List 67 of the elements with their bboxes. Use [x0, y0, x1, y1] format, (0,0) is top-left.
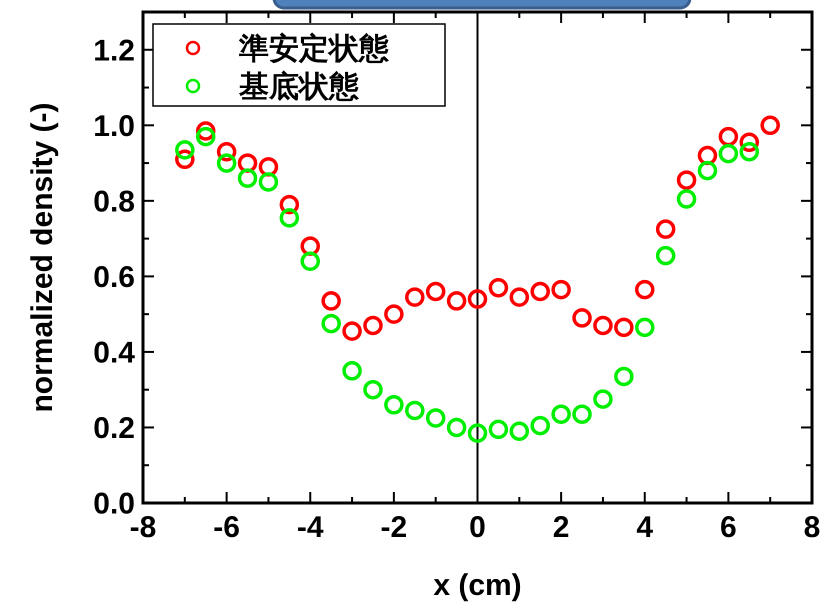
point: [321, 314, 341, 334]
point: [718, 144, 738, 164]
point: [656, 219, 676, 239]
point: [635, 280, 654, 300]
y-tick-label: 0.4: [93, 336, 136, 370]
x-tick-label: -4: [296, 511, 324, 544]
point: [446, 291, 466, 311]
point: [718, 126, 738, 146]
point: [510, 287, 530, 307]
point: [258, 172, 278, 192]
point: [342, 361, 362, 381]
point: [614, 318, 634, 338]
y-tick-label: 1.2: [93, 34, 135, 68]
point: [488, 420, 508, 440]
x-tick-label: -2: [380, 511, 408, 544]
point: [760, 116, 780, 136]
point: [216, 153, 236, 173]
point: [676, 170, 696, 190]
point: [488, 278, 508, 298]
point: [698, 160, 718, 180]
legend-label: 準安定状態: [238, 32, 389, 66]
x-tick-label: 6: [720, 511, 737, 544]
point: [510, 422, 530, 441]
point: [656, 246, 676, 266]
y-tick-label: 0.0: [93, 488, 135, 520]
point: [300, 252, 320, 272]
point: [405, 400, 425, 420]
point: [593, 316, 613, 336]
point: [468, 289, 488, 309]
point: [196, 126, 216, 146]
y-tick-label: 1.0: [93, 110, 135, 143]
point: [426, 282, 446, 302]
point: [405, 287, 425, 307]
y-tick-label: 0.8: [93, 185, 135, 218]
point: [572, 308, 592, 328]
y-tick-label: 0.2: [93, 412, 135, 445]
point: [614, 366, 634, 386]
x-axis-title: x (cm): [433, 569, 522, 602]
point: [740, 142, 760, 162]
x-tick-label: 4: [636, 511, 654, 544]
legend-label: 基底状態: [238, 70, 359, 104]
point: [530, 416, 550, 436]
point: [363, 316, 383, 336]
point: [384, 304, 404, 324]
y-axis-title: normalized density (-): [26, 102, 59, 413]
point: [635, 318, 654, 338]
x-tick-label: 2: [552, 511, 570, 544]
point: [175, 140, 195, 160]
point: [551, 404, 571, 424]
point: [363, 380, 383, 400]
point: [468, 423, 488, 443]
point: [238, 168, 258, 188]
x-tick-label: 8: [804, 511, 820, 544]
point: [321, 291, 341, 311]
point: [426, 408, 446, 428]
point: [280, 208, 300, 228]
point: [384, 395, 404, 415]
point: [446, 418, 466, 438]
x-tick-label: -6: [213, 511, 240, 544]
x-tick-label: 0: [469, 511, 486, 544]
point: [676, 189, 696, 209]
point: [530, 282, 550, 302]
point: [572, 404, 592, 424]
y-tick-label: 0.6: [93, 260, 135, 294]
point: [551, 280, 571, 300]
point: [342, 321, 362, 341]
point: [593, 389, 613, 409]
